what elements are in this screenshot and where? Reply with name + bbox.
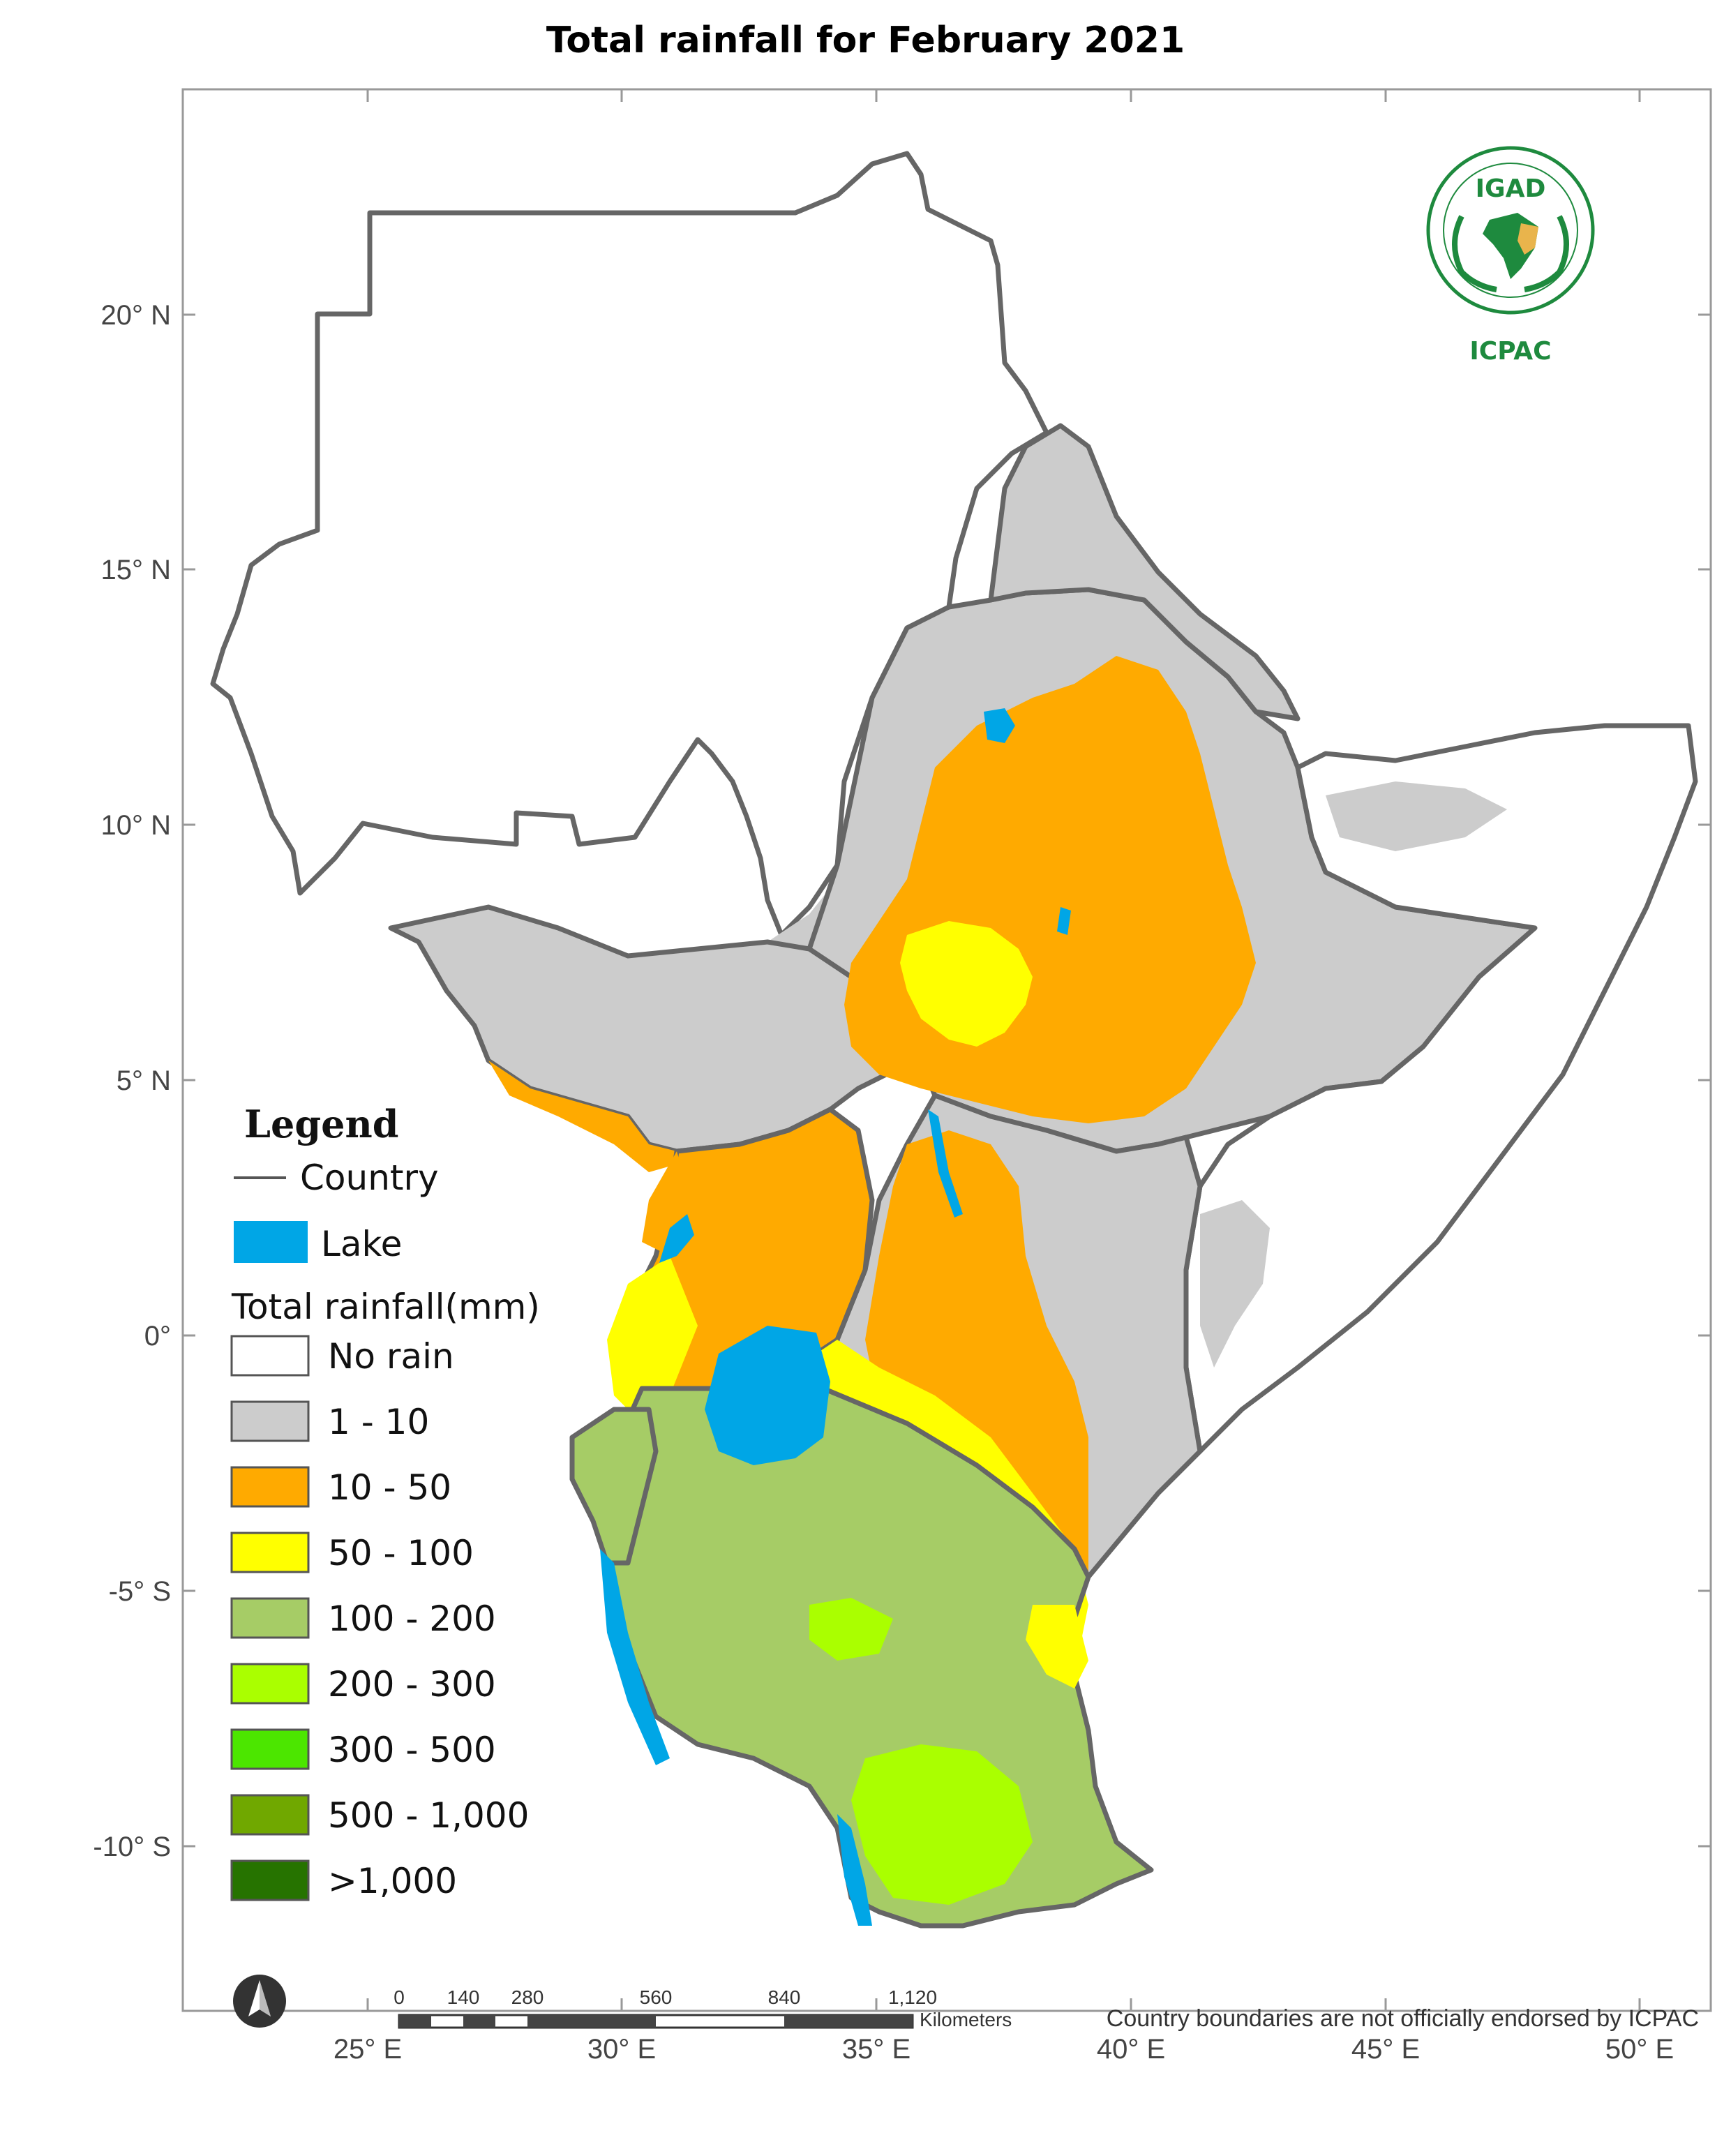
region-somalia (1183, 723, 1698, 1454)
y-tick-label: -5° S (109, 1576, 171, 1607)
legend: Legend Country Lake Total rainfall(mm) N… (230, 1102, 540, 1901)
legend-class-swatch (230, 1597, 310, 1639)
igad-icpac-logo: IGAD (1426, 146, 1595, 315)
igad-region-icon (1518, 223, 1538, 255)
legend-lake-label: Lake (321, 1224, 402, 1264)
lake-turkana (928, 1109, 963, 1218)
scale-bar: 0 140 280 560 840 1,120 Kilometers (394, 1986, 1012, 2030)
north-arrow-icon (233, 1975, 286, 2028)
scale-label: 840 (768, 1986, 801, 2008)
scale-label: 0 (394, 1986, 405, 2008)
map-title: Total rainfall for February 2021 (546, 20, 1185, 61)
y-tick-marks (183, 313, 1711, 1848)
y-tick-label: 20° N (101, 300, 172, 331)
x-tick-label: 45° E (1351, 2034, 1420, 2065)
region-somalia-grey (1326, 781, 1507, 851)
region-tanzania-bright (809, 1598, 893, 1661)
rainfall-map (210, 151, 1698, 1929)
lake-tana (984, 708, 1015, 743)
region-drc-west (607, 1256, 698, 1423)
x-tick-label: 50° E (1605, 2034, 1674, 2065)
lake-malawi (837, 1814, 872, 1926)
scale-label: 560 (640, 1986, 673, 2008)
x-tick-marks (366, 89, 1641, 2011)
legend-class-swatch (230, 1400, 310, 1442)
legend-class-label: 50 - 100 (328, 1533, 474, 1573)
y-tick-label: 0° (144, 1321, 171, 1352)
logo-top-text: IGAD (1476, 174, 1546, 203)
legend-class-label: >1,000 (328, 1861, 457, 1901)
region-eritrea (988, 423, 1301, 721)
legend-classes: No rain 1 - 10 10 - 50 50 - 100 100 - 200 200… (230, 1335, 529, 1901)
legend-class-label: 100 - 200 (328, 1599, 496, 1639)
region-tanzania-bright (851, 1744, 1033, 1905)
lake-tanganyika (600, 1549, 670, 1765)
laurel-icon (1524, 215, 1569, 292)
scale-label: 280 (511, 1986, 544, 2008)
region-somalia-grey (1200, 1200, 1270, 1368)
legend-class-label: 500 - 1,000 (328, 1795, 529, 1836)
legend-class-label: 10 - 50 (328, 1467, 451, 1508)
region-ethiopia-yellow (900, 921, 1033, 1047)
laurel-icon (1452, 215, 1497, 292)
map-frame (181, 88, 1712, 2012)
legend-class-swatch (230, 1859, 310, 1901)
lake-ethiopian-rift (1057, 907, 1071, 935)
x-tick-label: 35° E (842, 2034, 911, 2065)
x-tick-label: 40° E (1097, 2034, 1165, 2065)
legend-class-label: 1 - 10 (328, 1402, 429, 1442)
y-tick-label: 15° N (101, 555, 172, 585)
legend-country-label: Country (300, 1158, 439, 1198)
legend-rainfall-title: Total rainfall(mm) (231, 1287, 540, 1327)
legend-class-swatch (230, 1466, 310, 1508)
y-tick-label: 10° N (101, 810, 172, 841)
y-tick-label: -10° S (93, 1832, 171, 1862)
x-tick-label: 30° E (587, 2034, 656, 2065)
scale-label: 140 (447, 1986, 480, 2008)
lake-albert (659, 1214, 694, 1263)
lake-victoria (705, 1326, 830, 1465)
legend-class-swatch (230, 1532, 310, 1573)
x-tick-label: 25° E (334, 2034, 402, 2065)
region-tanzania-yellow (1026, 1605, 1088, 1689)
legend-class-label: 300 - 500 (328, 1730, 496, 1770)
legend-title: Legend (244, 1102, 398, 1146)
legend-class-label: No rain (328, 1336, 454, 1377)
legend-class-swatch (230, 1663, 310, 1705)
legend-class-swatch (230, 1794, 310, 1836)
legend-class-swatch (230, 1335, 310, 1377)
legend-class-swatch (230, 1728, 310, 1770)
boundary-disclaimer: Country boundaries are not officially en… (1107, 2005, 1699, 2032)
region-sudan (210, 151, 1049, 938)
legend-class-label: 200 - 300 (328, 1664, 496, 1705)
legend-lake-swatch (234, 1221, 308, 1263)
region-kenya-orange (865, 1130, 1088, 1577)
region-burundi (569, 1407, 659, 1566)
scale-label: 1,120 (888, 1986, 937, 2008)
y-tick-label: 5° N (117, 1065, 171, 1096)
logo-bottom-text: ICPAC (1469, 337, 1551, 366)
scale-unit: Kilometers (920, 2009, 1012, 2030)
